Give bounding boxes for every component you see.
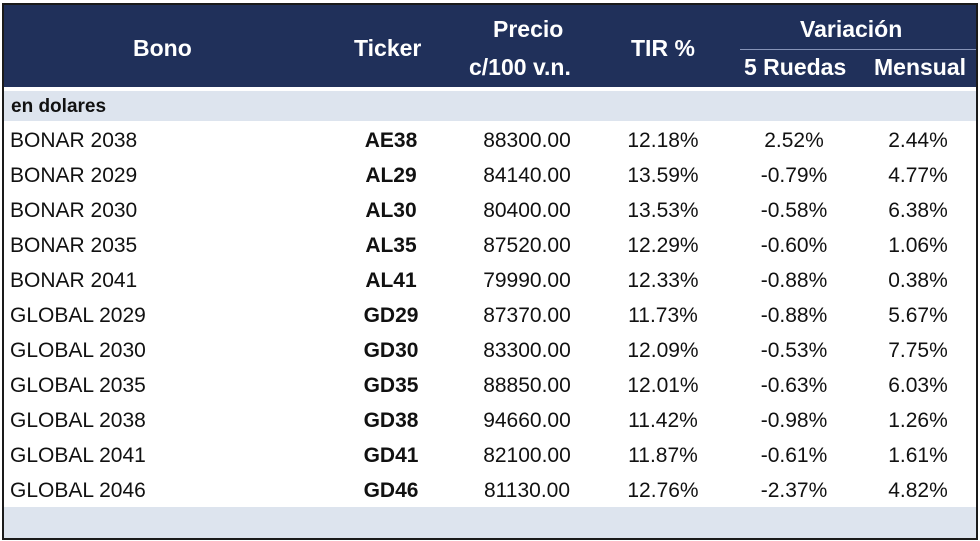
cell-5-ruedas: -0.63% [760,374,828,397]
cell-5-ruedas: -0.88% [760,304,828,327]
cell-tir: 12.18% [627,129,699,152]
cell-tir: 12.09% [627,339,699,362]
cell-ticker: GD38 [363,409,419,432]
cell-tir: 12.33% [627,269,699,292]
section-label: en dolares [11,96,107,117]
cell-bono: GLOBAL 2035 [10,374,146,397]
table-row: BONAR 2030 AL30 80400.00 13.53% -0.58% 6.38% [4,193,976,228]
table-row: GLOBAL 2029 GD29 87370.00 11.73% -0.88% 5.67% [4,298,976,333]
table-row: GLOBAL 2030 GD30 83300.00 12.09% -0.53% 7.75% [4,333,976,368]
table-header: Bono Ticker Precio c/100 v.n. TIR % Vari… [4,5,976,87]
cell-ticker: GD30 [363,339,419,362]
cell-bono: GLOBAL 2030 [10,339,146,362]
cell-bono: GLOBAL 2046 [10,479,146,502]
cell-mensual: 5.67% [888,304,948,327]
cell-ticker: GD41 [363,444,419,467]
cell-precio: 94660.00 [483,409,571,432]
cell-tir: 11.42% [628,409,698,432]
cell-mensual: 1.26% [888,409,948,432]
cell-precio: 87370.00 [483,304,571,327]
cell-bono: BONAR 2035 [10,234,138,257]
table-row: GLOBAL 2035 GD35 88850.00 12.01% -0.63% 6.03% [4,368,976,403]
cell-mensual: 6.38% [888,199,948,222]
table-row: BONAR 2029 AL29 84140.00 13.59% -0.79% 4.77% [4,158,976,193]
cell-tir: 11.87% [628,444,698,467]
cell-bono: BONAR 2030 [10,199,138,222]
header-precio: Precio [493,16,564,42]
cell-ticker: AL29 [365,164,417,187]
header-precio-unit: c/100 v.n. [469,54,571,80]
cell-mensual: 4.77% [888,164,948,187]
table-row: BONAR 2041 AL41 79990.00 12.33% -0.88% 0.38% [4,263,976,298]
header-mensual: Mensual [874,54,967,80]
cell-5-ruedas: -0.53% [760,339,828,362]
cell-tir: 12.76% [627,479,699,502]
cell-ticker: AL30 [365,199,417,222]
cell-5-ruedas: -0.88% [760,269,828,292]
cell-5-ruedas: 2.52% [764,129,824,152]
table-body: BONAR 2038 AE38 88300.00 12.18% 2.52% 2.44% BO… [4,123,976,508]
cell-precio: 87520.00 [483,234,571,257]
cell-tir: 13.59% [627,164,699,187]
cell-precio: 80400.00 [483,199,571,222]
header-bono: Bono [133,35,192,61]
cell-ticker: GD46 [363,479,419,502]
cell-bono: BONAR 2038 [10,129,138,152]
cell-precio: 84140.00 [483,164,571,187]
header-ticker: Ticker [354,35,422,61]
cell-5-ruedas: -0.58% [760,199,828,222]
cell-precio: 88850.00 [483,374,571,397]
header-tir: TIR % [631,35,695,61]
cell-precio: 81130.00 [483,479,571,502]
cell-precio: 83300.00 [483,339,571,362]
cell-precio: 79990.00 [483,269,571,292]
cell-bono: BONAR 2029 [10,164,138,187]
cell-bono: GLOBAL 2029 [10,304,146,327]
cell-mensual: 1.06% [888,234,948,257]
cell-ticker: GD29 [363,304,419,327]
cell-mensual: 4.82% [888,479,948,502]
table-row: BONAR 2038 AE38 88300.00 12.18% 2.52% 2.44% [4,123,976,158]
cell-precio: 82100.00 [483,444,571,467]
cell-5-ruedas: -2.37% [760,479,828,502]
cell-tir: 11.73% [628,304,698,327]
cell-mensual: 0.38% [888,269,948,292]
cell-5-ruedas: -0.98% [760,409,828,432]
cell-tir: 12.29% [627,234,699,257]
header-variacion-divider [740,49,976,50]
cell-mensual: 6.03% [888,374,948,397]
cell-tir: 12.01% [627,374,699,397]
cell-precio: 88300.00 [483,129,571,152]
cell-ticker: GD35 [363,374,419,397]
section-label-row: en dolares [4,91,976,121]
header-5-ruedas: 5 Ruedas [744,54,847,80]
cell-ticker: AL35 [365,234,417,257]
cell-mensual: 2.44% [888,129,948,152]
cell-tir: 13.53% [627,199,699,222]
table-row: GLOBAL 2041 GD41 82100.00 11.87% -0.61% 1.61% [4,438,976,473]
cell-5-ruedas: -0.60% [760,234,828,257]
cell-bono: BONAR 2041 [10,269,138,292]
table-footer [4,507,976,538]
header-variacion: Variación [800,16,903,42]
cell-ticker: AL41 [365,269,417,292]
cell-bono: GLOBAL 2041 [10,444,146,467]
cell-5-ruedas: -0.61% [760,444,828,467]
table-row: BONAR 2035 AL35 87520.00 12.29% -0.60% 1.06% [4,228,976,263]
cell-ticker: AE38 [364,129,418,152]
cell-mensual: 1.61% [888,444,948,467]
cell-5-ruedas: -0.79% [760,164,828,187]
cell-bono: GLOBAL 2038 [10,409,146,432]
bond-table: Bono Ticker Precio c/100 v.n. TIR % Vari… [2,3,978,540]
table-row: GLOBAL 2046 GD46 81130.00 12.76% -2.37% 4.82% [4,473,976,508]
cell-mensual: 7.75% [888,339,948,362]
table-row: GLOBAL 2038 GD38 94660.00 11.42% -0.98% 1.26% [4,403,976,438]
